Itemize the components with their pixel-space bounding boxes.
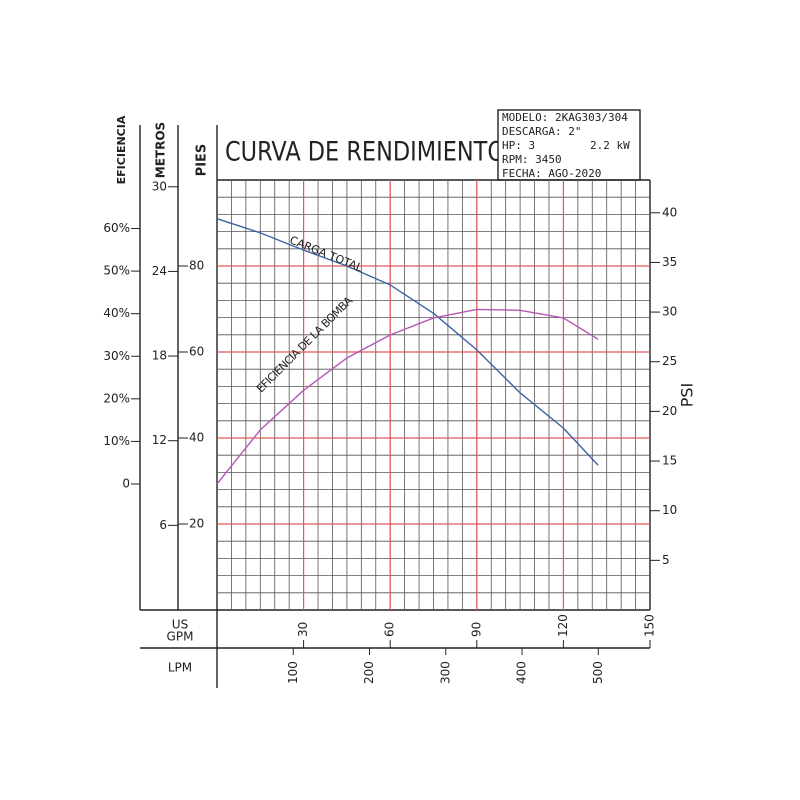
y-tick-label: 60 [189, 345, 204, 359]
y-tick-label: 20 [189, 517, 204, 531]
info-box [497, 109, 641, 181]
eff-tick-label: 30% [103, 349, 130, 363]
x-tick-label: 120 [556, 614, 570, 637]
x2-tick-label: 200 [362, 661, 376, 684]
info-text: MODELO: 2KAG303/304 [502, 111, 628, 124]
y2-tick-label: 20 [662, 404, 677, 418]
y2-tick-label: 25 [662, 354, 677, 368]
y-axis-label: PIES [195, 144, 210, 177]
y2-tick-label: 5 [662, 553, 670, 567]
x-axis-label: GPM [167, 630, 194, 644]
eff-tick-label: 50% [103, 264, 130, 278]
y2-tick-label: 30 [662, 305, 677, 319]
y2-axis-label: PSI [678, 383, 697, 408]
x2-tick-label: 300 [438, 661, 452, 684]
eff-tick-label: 60% [103, 221, 130, 235]
y-tick-label: 80 [189, 259, 204, 273]
eff-tick-label: 40% [103, 306, 130, 320]
y-tick-label: 40 [189, 431, 204, 445]
chart-title: CURVA DE RENDIMIENTO [225, 137, 505, 168]
series-line [216, 308, 599, 485]
info-text: FECHA: AGO-2020 [502, 167, 601, 180]
m-tick-label: 30 [152, 179, 167, 193]
m-tick-label: 12 [152, 433, 167, 447]
x-tick-label: 60 [383, 622, 397, 637]
info-text: DESCARGA: 2" [502, 125, 581, 138]
eff-axis-label: EFICIENCIA [115, 115, 128, 184]
m-tick-label: 18 [152, 349, 167, 363]
info-text: HP: 3 [502, 139, 535, 152]
x2-axis-label: LPM [168, 661, 192, 675]
m-tick-label: 6 [159, 518, 167, 532]
x-tick-label: 90 [469, 622, 483, 637]
eff-tick-label: 0 [122, 476, 130, 490]
y2-tick-label: 15 [662, 454, 677, 468]
info-text: RPM: 3450 [502, 153, 562, 166]
x2-tick-label: 400 [515, 661, 529, 684]
m-tick-label: 24 [152, 264, 167, 278]
y2-tick-label: 40 [662, 205, 677, 219]
eff-tick-label: 20% [103, 391, 130, 405]
info-text: 2.2 kW [590, 139, 630, 152]
x2-tick-label: 500 [591, 661, 605, 684]
y2-tick-label: 35 [662, 255, 677, 269]
y2-tick-label: 10 [662, 503, 677, 517]
series-line [216, 218, 599, 466]
m-axis-label: METROS [154, 122, 168, 178]
x-axis-label: US [172, 618, 188, 632]
x2-tick-label: 100 [286, 661, 300, 684]
grid [217, 180, 650, 610]
x-tick-label: 150 [643, 614, 657, 637]
x-tick-label: 30 [296, 622, 310, 637]
eff-tick-label: 10% [103, 434, 130, 448]
